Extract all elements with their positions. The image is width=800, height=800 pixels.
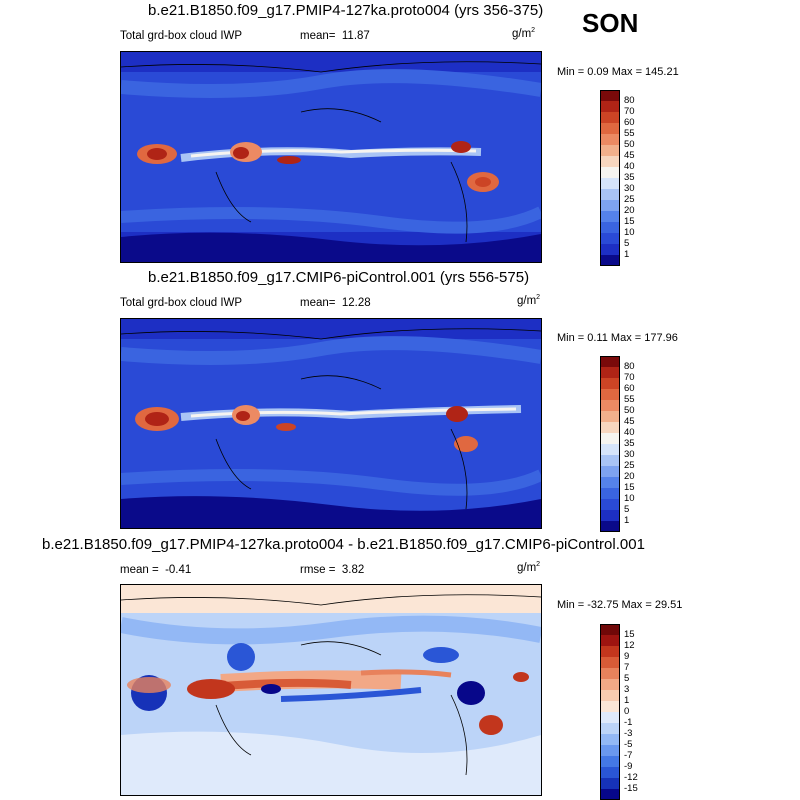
panel3-mean: mean = -0.41 [120, 564, 192, 576]
panel1-colorbar-label: 20 [624, 205, 635, 216]
panel3-minmax: Min = -32.75 Max = 29.51 [557, 599, 683, 611]
panel3-colorbar-label: -3 [624, 728, 633, 739]
panel1-colorbar-label: 5 [624, 238, 630, 249]
panel1-units: g/m2 [512, 27, 536, 40]
panel1-colorbar-label: 55 [624, 128, 635, 139]
panel1-variable: Total grd-box cloud IWP [120, 30, 243, 42]
panel2-units: g/m2 [517, 294, 541, 307]
panel3-colorbar-label: 12 [624, 640, 635, 651]
panel2-colorbar-label: 40 [624, 427, 635, 438]
panel3-colorbar-label: 0 [624, 706, 630, 717]
panel1-colorbar-label: 35 [624, 172, 635, 183]
panel3-units: g/m2 [517, 561, 541, 574]
panel1-colorbar-label: 80 [624, 95, 635, 106]
panel2-colorbar-label: 5 [624, 504, 630, 515]
panel1-colorbar-label: 50 [624, 139, 635, 150]
panel3-colorbar-label: 5 [624, 673, 630, 684]
panel1-colorbar-label: 70 [624, 106, 635, 117]
panel3-colorbar-label: 1 [624, 695, 630, 706]
panel2-minmax: Min = 0.11 Max = 177.96 [557, 332, 678, 344]
panel1-colorbar-label: 60 [624, 117, 635, 128]
panel1-colorbar-label: 40 [624, 161, 635, 172]
panel1-map [120, 51, 542, 263]
panel1-colorbar-label: 30 [624, 183, 635, 194]
panel2-colorbar-label: 25 [624, 460, 635, 471]
panel2-colorbar-label: 15 [624, 482, 635, 493]
panel2-colorbar-label: 35 [624, 438, 635, 449]
panel1-title: b.e21.B1850.f09_g17.PMIP4-127ka.proto004… [148, 2, 544, 19]
panel2-title: b.e21.B1850.f09_g17.CMIP6-piControl.001 … [148, 269, 530, 286]
panel2-colorbar-label: 1 [624, 515, 630, 526]
panel2-mean: mean= 12.28 [300, 297, 371, 309]
panel1-colorbar-label: 10 [624, 227, 635, 238]
panel2-colorbar-label: 10 [624, 493, 635, 504]
panel3-colorbar-label: -5 [624, 739, 633, 750]
panel3-colorbar-label: 9 [624, 651, 630, 662]
panel2-colorbar-label: 20 [624, 471, 635, 482]
panel2-colorbar-label: 45 [624, 416, 635, 427]
panel2-colorbar-label: 60 [624, 383, 635, 394]
panel2-colorbar-label: 80 [624, 361, 635, 372]
panel3-map [120, 584, 542, 796]
panel1-map-canvas [121, 52, 541, 262]
panel3-map-canvas [121, 585, 541, 795]
panel1-minmax: Min = 0.09 Max = 145.21 [557, 66, 679, 78]
panel2-colorbar-label: 50 [624, 405, 635, 416]
panel3-rmse: rmse = 3.82 [300, 564, 365, 576]
panel1-colorbar-label: 1 [624, 249, 630, 260]
panel2-map-canvas [121, 319, 541, 528]
panel1-mean: mean= 11.87 [300, 30, 370, 42]
panel1-colorbar-label: 25 [624, 194, 635, 205]
panel2-variable: Total grd-box cloud IWP [120, 297, 243, 309]
season-label: SON [582, 8, 639, 38]
panel3-colorbar-label: -1 [624, 717, 633, 728]
panel2-colorbar-label: 55 [624, 394, 635, 405]
panel1-colorbar-label: 45 [624, 150, 635, 161]
panel3-colorbar-label: -9 [624, 761, 633, 772]
panel1-colorbar-label: 15 [624, 216, 635, 227]
panel2-colorbar-label: 30 [624, 449, 635, 460]
panel3-colorbar-label: -7 [624, 750, 633, 761]
panel3-colorbar-label: 15 [624, 629, 635, 640]
panel3-colorbar-label: 3 [624, 684, 630, 695]
panel3-colorbar-label: 7 [624, 662, 630, 673]
panel2-map [120, 318, 542, 529]
panel3-colorbar-label: -12 [624, 772, 638, 783]
panel2-colorbar-label: 70 [624, 372, 635, 383]
panel3-colorbar-label: -15 [624, 783, 638, 794]
panel3-title: b.e21.B1850.f09_g17.PMIP4-127ka.proto004… [42, 536, 645, 553]
